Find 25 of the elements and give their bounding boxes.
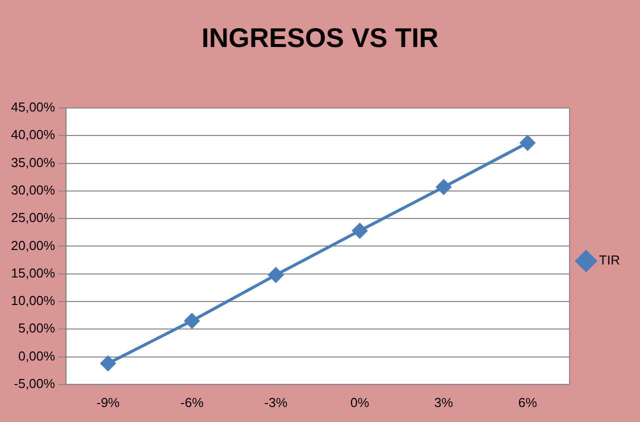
- x-tick-label: 0%: [350, 394, 370, 410]
- x-tick-label: -6%: [180, 394, 204, 410]
- y-tick-label: 25,00%: [10, 210, 56, 226]
- y-tick-label: 20,00%: [10, 238, 56, 253]
- point: [436, 180, 452, 195]
- y-tick-label: 30,00%: [10, 182, 56, 198]
- y-tick-label: -5,00%: [14, 376, 56, 391]
- x-tick-label: 3%: [434, 394, 454, 410]
- point: [268, 267, 284, 282]
- y-tick-label: 15,00%: [10, 265, 56, 280]
- point: [184, 313, 200, 328]
- x-tick-label: -9%: [96, 394, 120, 410]
- point: [520, 135, 536, 150]
- y-tick-label: 40,00%: [10, 127, 56, 142]
- point: [352, 223, 368, 238]
- chart-title: INGRESOS VS TIR: [200, 22, 440, 54]
- y-tick-label: 45,00%: [10, 100, 56, 115]
- y-tick-label: 5,00%: [18, 320, 56, 336]
- y-tick-label: 35,00%: [10, 154, 56, 170]
- legend-label: TIR: [599, 252, 620, 268]
- x-tick-label: -3%: [264, 394, 288, 410]
- point: [100, 356, 116, 371]
- x-tick-label: 6%: [518, 394, 538, 410]
- y-tick-label: 0,00%: [18, 348, 56, 364]
- y-tick-label: 10,00%: [10, 293, 56, 308]
